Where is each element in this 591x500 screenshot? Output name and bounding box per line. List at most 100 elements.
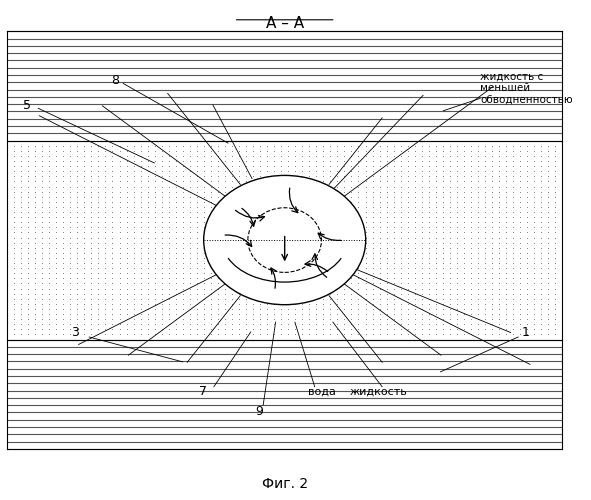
Point [164,244,173,252]
Point [368,280,377,287]
Point [319,305,328,313]
Point [150,218,160,226]
Point [2,238,12,246]
Point [544,274,553,282]
Point [262,203,272,211]
Point [354,294,363,302]
Point [522,136,532,144]
Point [537,238,546,246]
Point [522,280,532,287]
Point [389,294,398,302]
Point [241,326,251,334]
Point [80,152,89,160]
Point [424,294,434,302]
Point [136,198,145,206]
Point [262,192,272,200]
Point [228,315,237,323]
Point [375,198,384,206]
Point [284,238,293,246]
Point [319,188,328,196]
Point [326,238,335,246]
Point [248,290,258,298]
Point [143,188,152,196]
Point [66,259,75,267]
Point [459,192,469,200]
Point [37,264,47,272]
Point [494,294,504,302]
Point [382,315,391,323]
Point [150,310,160,318]
Point [473,203,483,211]
Point [44,162,54,170]
Point [417,218,427,226]
Point [206,330,216,338]
Point [319,310,328,318]
Point [51,264,61,272]
Point [129,300,138,308]
Point [340,218,349,226]
Point [234,238,243,246]
Point [347,213,356,221]
Point [59,147,68,155]
Point [17,290,26,298]
Point [311,167,321,175]
Point [277,305,286,313]
Point [100,315,110,323]
Point [87,203,96,211]
Point [66,310,75,318]
Point [269,208,279,216]
Point [100,213,110,221]
Point [150,167,160,175]
Point [438,172,447,180]
Point [213,192,223,200]
Point [66,269,75,277]
Point [452,162,462,170]
Point [150,213,160,221]
Point [277,238,286,246]
Point [136,208,145,216]
Point [530,280,539,287]
Point [44,203,54,211]
Point [291,274,300,282]
Point [262,182,272,190]
Point [277,162,286,170]
Point [150,192,160,200]
Point [488,178,497,186]
Point [368,188,377,196]
Point [100,269,110,277]
Point [522,244,532,252]
Point [9,142,19,150]
Point [228,254,237,262]
Point [537,254,546,262]
Point [255,280,265,287]
Point [445,208,454,216]
Point [466,157,476,165]
Point [459,203,469,211]
Point [515,290,525,298]
Point [2,234,12,241]
Point [466,152,476,160]
Point [115,234,124,241]
Point [445,305,454,313]
Point [73,300,82,308]
Point [488,269,497,277]
Point [284,300,293,308]
Point [494,249,504,257]
Point [80,326,89,334]
Point [185,264,194,272]
Point [347,320,356,328]
Point [445,259,454,267]
Point [157,274,167,282]
Point [445,254,454,262]
Point [311,310,321,318]
Point [522,234,532,241]
Point [459,274,469,282]
Point [417,254,427,262]
Point [417,182,427,190]
Point [368,152,377,160]
Point [508,284,518,292]
Point [100,147,110,155]
Point [228,192,237,200]
Point [291,198,300,206]
Point [185,274,194,282]
